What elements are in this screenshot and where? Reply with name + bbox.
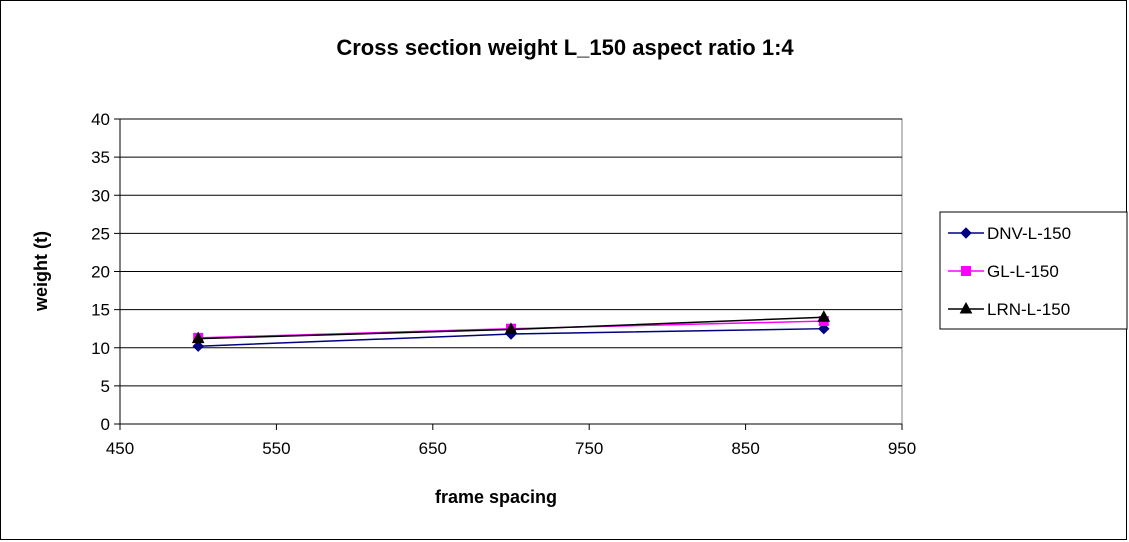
data-point: [817, 310, 831, 322]
legend-marker: [961, 266, 971, 276]
legend-label: DNV-L-150: [987, 224, 1071, 243]
y-tick-label: 35: [91, 148, 110, 167]
x-axis-title: frame spacing: [435, 487, 557, 507]
data-point: [818, 322, 830, 335]
legend-label: LRN-L-150: [987, 300, 1070, 319]
y-tick-label: 25: [91, 224, 110, 243]
x-tick-label: 450: [106, 439, 134, 458]
y-tick-label: 40: [91, 110, 110, 129]
data-point: [504, 322, 518, 334]
y-tick-label: 30: [91, 186, 110, 205]
data-point: [192, 340, 204, 352]
series-layer: [191, 310, 831, 352]
y-axis-title: weight (t): [31, 231, 51, 312]
y-tick-label: 20: [91, 263, 110, 282]
legend-entry: LRN-L-150: [948, 300, 1070, 319]
legend: DNV-L-150 GL-L-150 LRN-L-150: [939, 211, 1128, 330]
legend-label: GL-L-150: [987, 262, 1059, 281]
y-tick-label: 5: [101, 377, 110, 396]
gridlines: [120, 118, 902, 387]
legend-entry: GL-L-150: [948, 262, 1059, 281]
x-tick-label: 750: [575, 439, 603, 458]
x-tick-label: 650: [419, 439, 447, 458]
y-tick-label: 15: [91, 301, 110, 320]
axes: 0 5 10 15 20 25 30 35 40 450 550 650 750 850 950: [91, 110, 916, 458]
chart-title: Cross section weight L_150 aspect ratio …: [336, 35, 794, 60]
x-tick-label: 550: [262, 439, 290, 458]
series-lrn-l-150: [191, 310, 831, 344]
y-tick-label: 0: [101, 415, 110, 434]
data-point: [191, 331, 205, 344]
legend-entry: DNV-L-150: [948, 224, 1071, 243]
y-tick-label: 10: [91, 339, 110, 358]
legend-marker: [959, 301, 973, 314]
legend-marker: [960, 227, 972, 239]
x-tick-label: 950: [888, 439, 916, 458]
x-tick-label: 850: [731, 439, 759, 458]
